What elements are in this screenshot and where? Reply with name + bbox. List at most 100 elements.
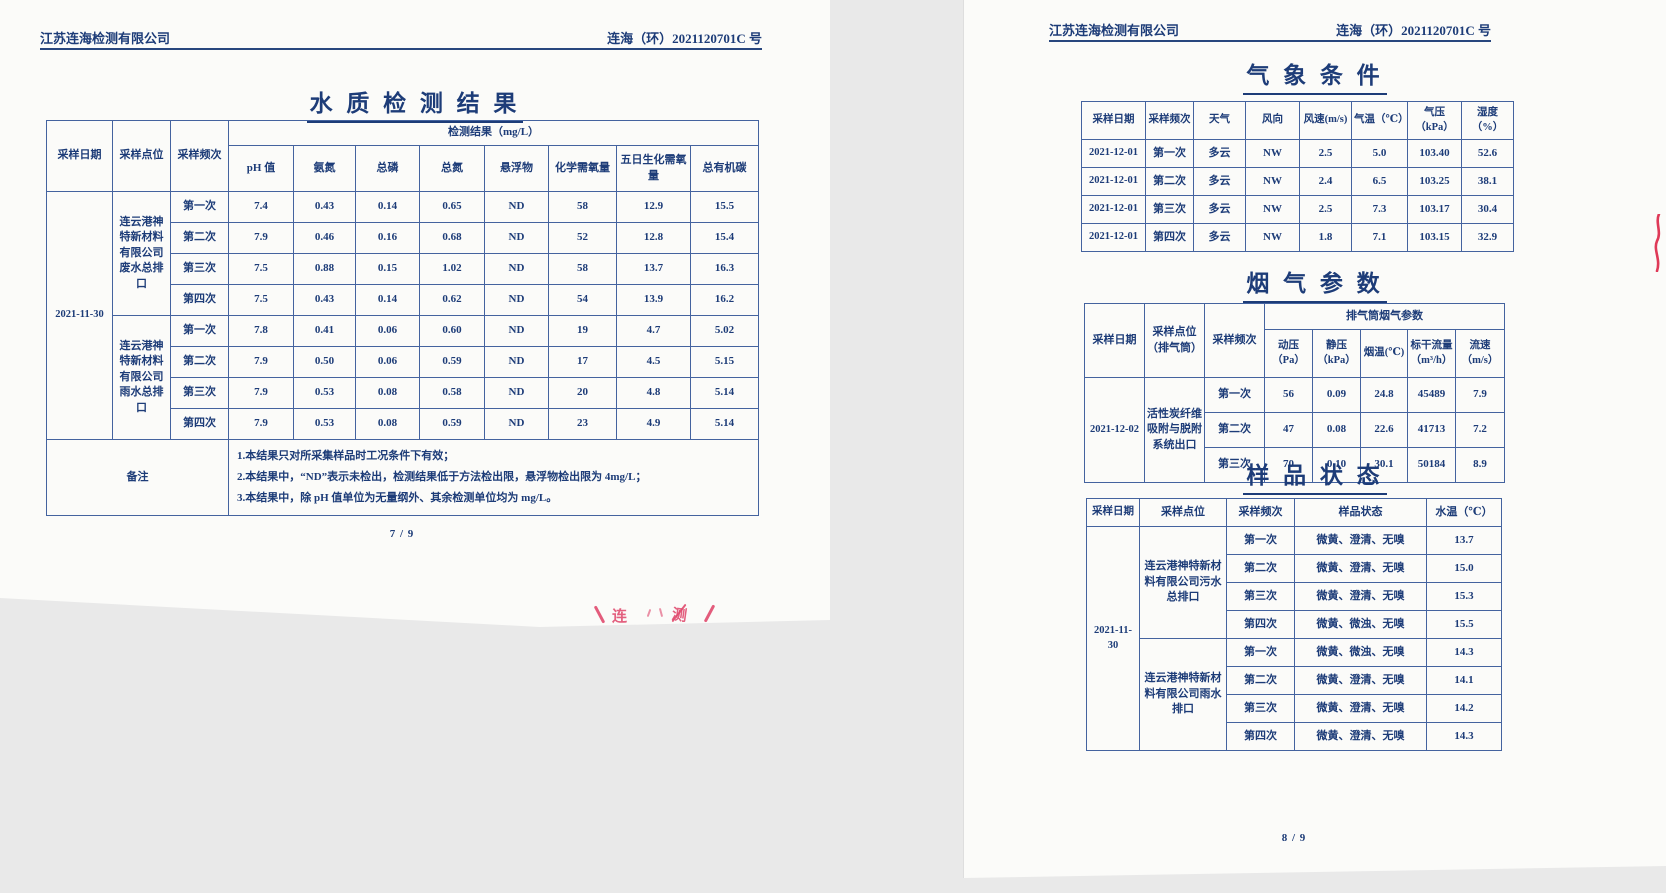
table-cell: 52.6 [1461,139,1514,168]
table-cell: 4.7 [616,315,691,347]
table-cell: 22.6 [1360,412,1408,448]
remark-line: 1.本结果只对所采集样品时工况条件下有效； [237,450,455,463]
param-header: 动压（Pa） [1264,329,1313,378]
table-row: 采样日期 采样点位 采样频次 检测结果（mg/L） [46,120,760,192]
sample-point-cell: 连云港神特新材料有限公司雨水总排口 [112,315,171,440]
freq-cell: 第一次 [1226,526,1295,555]
seal-stroke-icon [646,608,652,618]
remark-line: 3.本结果中，除 pH 值单位为无量纲外、其余检测单位均为 mg/L。 [237,491,558,504]
freq-cell: 第三次 [1226,582,1295,611]
col-header: 风向 [1245,101,1300,140]
table-cell: 13.9 [616,284,691,316]
table-cell: 0.08 [355,408,420,440]
table-cell: 7.9 [228,408,294,440]
sample-date-cell: 2021-12-02 [1084,377,1145,483]
table-cell: 6.5 [1351,167,1408,196]
table-cell: 5.14 [689,377,760,409]
freq-cell: 第四次 [1226,722,1295,751]
table-cell: NW [1245,167,1300,196]
sample-date-cell: 2021-11-30 [46,191,113,440]
table-cell: 70 [1264,447,1313,483]
table-cell: 1.02 [419,253,485,285]
freq-cell: 第一次 [170,191,229,223]
table-cell: 2021-12-01 [1081,139,1146,168]
freq-cell: 第三次 [1226,694,1295,723]
freq-cell: 第一次 [170,315,229,347]
param-header: 静压（kPa） [1312,329,1361,378]
table-cell: 0.88 [293,253,356,285]
sample-point-cell: 连云港神特新材料有限公司废水总排口 [112,191,171,316]
page-number: 8 / 9 [1281,832,1307,844]
table-cell: 微黄、澄清、无嗅 [1294,582,1427,611]
table-row: 第四次 微黄、澄清、无嗅 14.3 [1087,722,1502,751]
table-cell: 14.2 [1426,694,1502,723]
table-cell: 0.06 [355,315,420,347]
table-cell: 17 [548,346,617,378]
col-header-date: 采样日期 [1084,303,1145,378]
param-header: 化学需氧量 [548,145,617,192]
col-header: 样品状态 [1294,498,1427,527]
table-cell: ND [484,346,549,378]
table-row: 第三次 微黄、澄清、无嗅 15.3 [1087,582,1502,611]
table-cell: 50184 [1407,447,1456,483]
col-header: 采样日期 [1081,101,1146,140]
table-row: 动压（Pa） 静压（kPa） 烟温(℃) 标干流量（m³/h） 流速（m/s） [1085,329,1506,378]
table-cell: 多云 [1193,167,1246,196]
table-cell: 15.4 [689,222,760,254]
table-cell: 103.40 [1407,139,1462,168]
red-seal-fragment: 连 测 [593,602,716,627]
table-cell: 微黄、澄清、无嗅 [1294,666,1427,695]
remark-label: 备注 [46,439,229,516]
table-cell: 7.9 [228,377,294,409]
table-cell: NW [1245,139,1300,168]
table-cell: 13.7 [1426,526,1502,555]
table-row: 采样日期 采样点位 采样频次 样品状态 水温（℃） [1086,498,1502,527]
table-cell: 103.25 [1407,167,1462,196]
page-header: 江苏连海检测有限公司 连海（环）2021120701C 号 [40,28,762,50]
table-cell: 多云 [1193,195,1246,224]
table-cell: 0.62 [419,284,485,316]
table-cell: 第一次 [1145,139,1194,168]
freq-cell: 第三次 [170,253,229,285]
seal-stroke-icon [658,607,664,618]
table-cell: 0.14 [355,191,420,223]
col-header: 采样日期 [1086,498,1140,527]
table-cell: 第四次 [1145,223,1194,252]
table-cell: 58 [548,191,617,223]
table-cell: 16.3 [689,253,760,285]
flue-gas-table: 采样日期 采样点位（排气筒） 采样频次 排气筒烟气参数 动压（Pa） 静压（kP… [1084,303,1506,483]
table-cell: 4.9 [616,408,691,440]
table-cell: 15.3 [1426,582,1502,611]
table-row: 备注 1.本结果只对所采集样品时工况条件下有效； 2.本结果中，“ND”表示未检… [46,439,760,516]
table-cell: 微黄、澄清、无嗅 [1294,526,1427,555]
table-cell: 0.65 [419,191,485,223]
param-header: 烟温(℃) [1360,329,1408,378]
section-title-sample-status: 样 品 状 态 [964,456,1666,495]
group-header-results: 检测结果（mg/L） [227,120,760,146]
freq-cell: 第一次 [1226,638,1295,667]
table-cell: 5.02 [689,315,760,347]
table-cell: 4.5 [616,346,691,378]
col-header: 采样点位 [1139,498,1227,527]
table-cell: 5.15 [689,346,760,378]
table-cell: 0.59 [419,346,485,378]
table-cell: 0.41 [293,315,356,347]
col-header-point: 采样点位（排气筒） [1144,303,1205,378]
seal-char: 连 [612,609,628,625]
freq-cell: 第四次 [170,284,229,316]
table-cell: 54 [548,284,617,316]
param-header: pH 值 [228,145,294,192]
table-cell: 2.5 [1299,139,1352,168]
company-name: 江苏连海检测有限公司 [1049,23,1180,38]
table-row: 第二次 7.9 0.46 0.16 0.68 ND 52 12.8 15.4 [47,222,760,254]
table-cell: 7.5 [228,253,294,285]
table-row: 连云港神特新材料有限公司雨水总排口 第一次 7.8 0.41 0.06 0.60… [47,315,760,440]
param-header: 总有机碳 [689,145,760,192]
table-cell: 0.50 [293,346,356,378]
table-cell: ND [484,191,549,223]
table-cell: 103.17 [1407,195,1462,224]
col-header: 采样频次 [1226,498,1295,527]
table-cell: 0.46 [293,222,356,254]
table-cell: 7.3 [1351,195,1408,224]
table-row: 连云港神特新材料有限公司雨水排口 第一次 微黄、微浊、无嗅 14.3 [1087,638,1502,751]
